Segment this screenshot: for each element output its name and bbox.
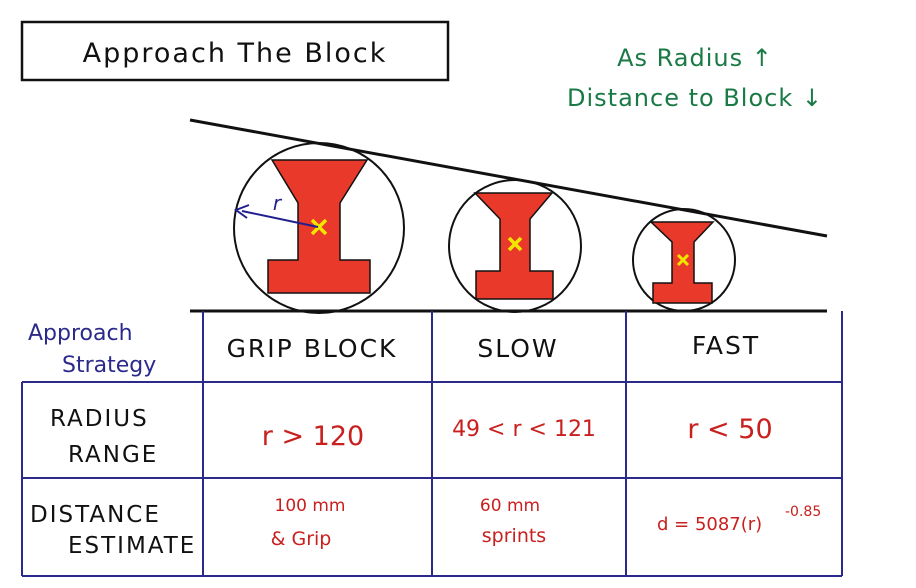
radius-range-fast: r < 50 <box>687 414 772 445</box>
distance-fast-exponent: -0.85 <box>785 504 821 520</box>
small-center-mark <box>676 253 690 267</box>
radius-range-slow: 49 < r < 121 <box>452 417 596 442</box>
top-tangent-line <box>189 118 828 238</box>
medium-grip-group <box>448 179 582 313</box>
distance-grip-line2: & Grip <box>271 528 332 550</box>
distance-slow-line1: 60 mm <box>480 496 540 516</box>
page-title: Approach The Block <box>83 38 388 69</box>
distance-grip-line1: 100 mm <box>275 496 346 516</box>
distance-estimate-label-line2: ESTIMATE <box>68 533 196 559</box>
header-slow: SLOW <box>477 334 558 363</box>
title-box <box>20 20 450 82</box>
large-circle <box>233 142 405 314</box>
approach-strategy-label-line1: Approach <box>28 321 133 346</box>
radius-arrowhead <box>233 204 250 219</box>
radius-label: r <box>273 191 283 215</box>
radius-range-grip: r > 120 <box>262 421 364 452</box>
approach-strategy-label-line2: Strategy <box>62 353 156 378</box>
radius-line <box>241 210 319 228</box>
small-grip-group <box>632 208 736 312</box>
medium-center-mark <box>507 236 523 252</box>
distance-slow-line2: sprints <box>482 525 546 547</box>
note-radius-increase: As Radius ↑ <box>617 44 773 72</box>
large-grip-group: r <box>233 142 405 314</box>
note-distance-decrease: Distance to Block ↓ <box>567 84 823 112</box>
radius-range-label-line2: RANGE <box>68 442 158 468</box>
strategy-table-grid <box>21 311 843 577</box>
large-center-mark <box>310 218 328 236</box>
distance-estimate-label-line1: DISTANCE <box>30 502 161 528</box>
header-fast: FAST <box>692 331 760 360</box>
radius-range-label-line1: RADIUS <box>50 406 149 432</box>
distance-fast-formula: d = 5087(r) <box>657 514 762 535</box>
header-grip-block: GRIP BLOCK <box>227 334 398 363</box>
